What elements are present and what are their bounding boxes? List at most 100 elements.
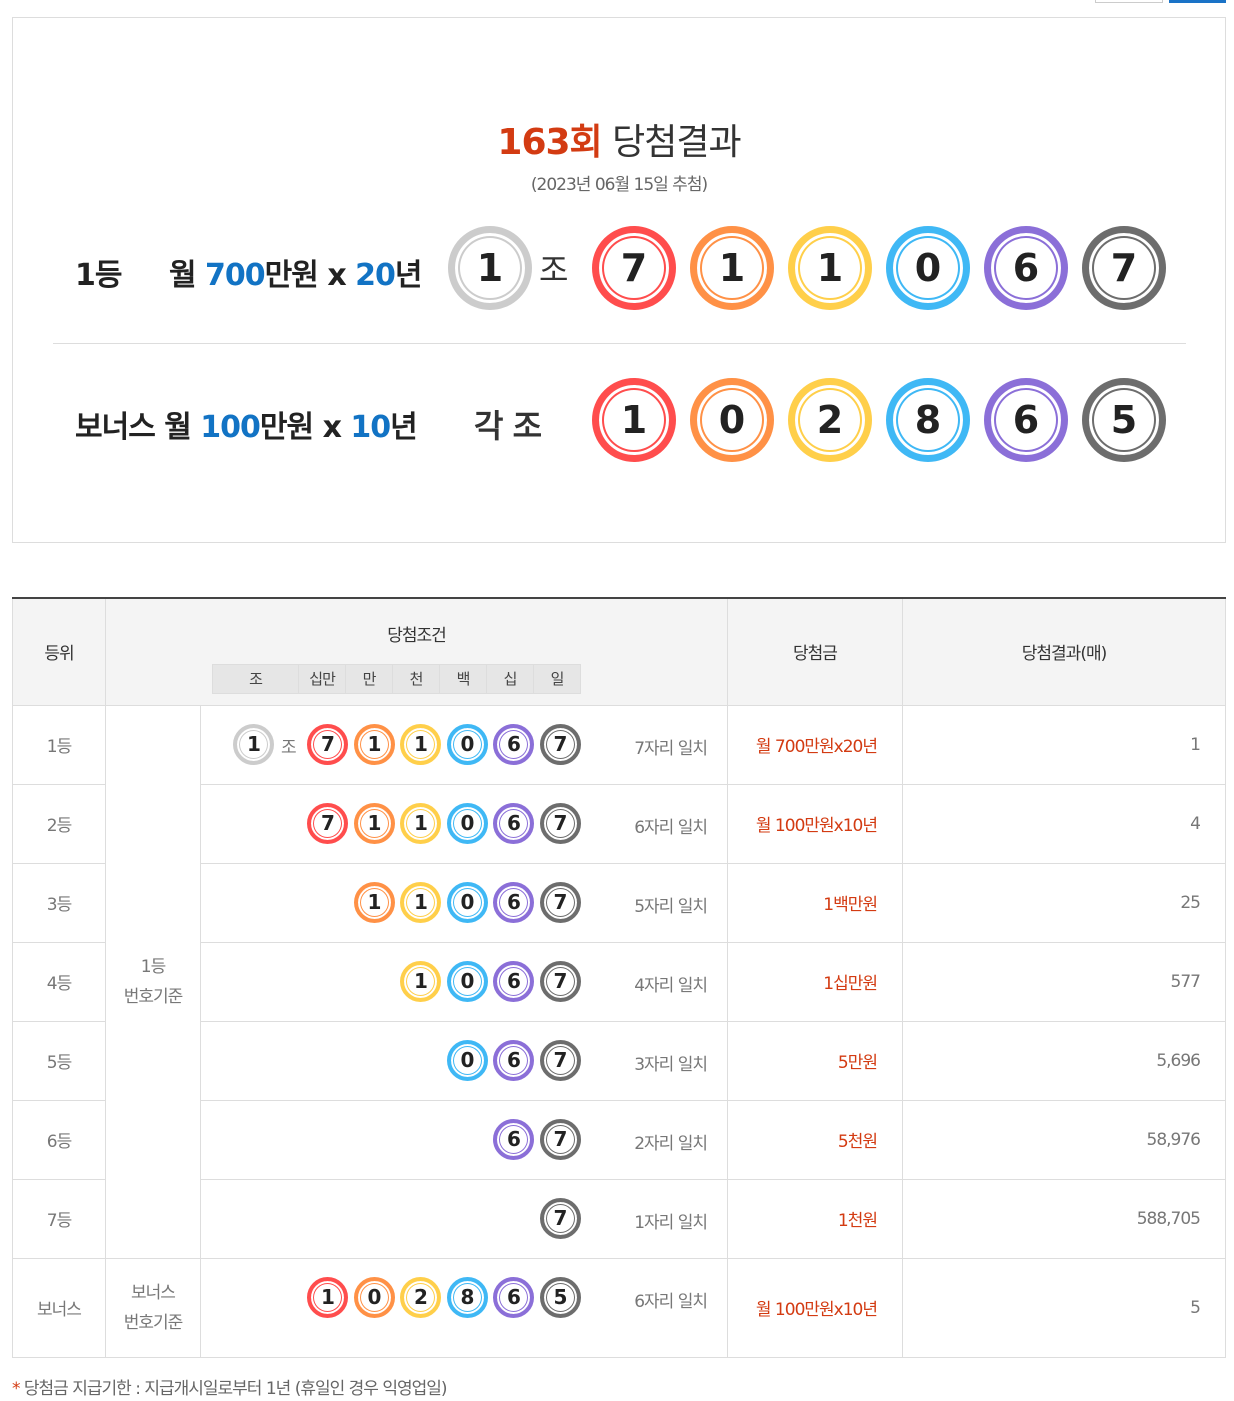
number-ball: 0 — [446, 881, 488, 923]
page-title: 163회 당첨결과 — [13, 113, 1225, 165]
top-button-primary[interactable] — [1169, 0, 1226, 3]
header-result: 당첨결과(매) — [902, 597, 1226, 706]
number-ball: 7 — [1082, 226, 1166, 310]
rank-cell: 4등 — [12, 941, 106, 1022]
number-ball: 7 — [307, 723, 348, 765]
number-ball: 6 — [493, 1276, 534, 1318]
condition-cell: 7 1 1 0 6 7 1 조 7자리 일치 — [200, 704, 728, 785]
count-cell: 577 — [902, 941, 1226, 1022]
count-cell: 588,705 — [902, 1178, 1226, 1259]
digit-units: 조 십만 만 천 백 십 일 — [212, 664, 581, 694]
divider — [53, 343, 1186, 344]
match-text: 7자리 일치 — [634, 738, 708, 759]
jo-label: 조 — [281, 737, 297, 758]
bonus-number-ball: 6 — [984, 378, 1068, 462]
count-cell: 1 — [902, 704, 1226, 785]
bonus-number-ball: 2 — [788, 378, 872, 462]
prize-cell: 월 100만원x10년 — [727, 783, 903, 864]
draw-date: (2023년 06월 15일 추첨) — [530, 175, 708, 195]
number-ball: 7 — [539, 1197, 581, 1239]
condition-cell: 6 7 2자리 일치 — [200, 1099, 728, 1180]
match-text: 2자리 일치 — [634, 1133, 708, 1154]
table-row: 1등 1등 번호기준 7 1 1 0 6 7 1 조 7자리 일치 월 700만원x20년 1 — [12, 704, 1226, 1259]
basis-text: 번호기준 — [123, 1312, 184, 1333]
unit-6: 일 — [533, 665, 580, 693]
footnote-mark: * — [12, 1379, 20, 1399]
number-ball: 6 — [493, 881, 534, 923]
rank-cell: 2등 — [12, 783, 106, 864]
condition-cell: 0 6 7 3자리 일치 — [200, 1020, 728, 1101]
number-ball: 1 — [353, 881, 395, 923]
number-ball: 7 — [592, 226, 676, 310]
result-summary: 163회 당첨결과 (2023년 06월 15일 추첨) 1등 월 700만원 … — [12, 17, 1226, 543]
count-cell: 5 — [902, 1257, 1226, 1358]
number-ball: 7 — [539, 881, 581, 923]
count-cell: 5,696 — [902, 1020, 1226, 1101]
number-ball: 7 — [539, 1118, 581, 1160]
number-ball: 6 — [493, 723, 534, 765]
rank-cell: 1등 — [12, 704, 106, 785]
unit-2: 만 — [345, 665, 392, 693]
number-ball: 7 — [539, 802, 581, 844]
number-ball: 7 — [539, 1039, 581, 1081]
number-ball: 2 — [400, 1276, 441, 1318]
count-cell: 4 — [902, 783, 1226, 864]
prize-cell: 월 700만원x20년 — [727, 704, 903, 785]
number-ball: 8 — [446, 1276, 488, 1318]
group-ball: 1 — [233, 723, 274, 765]
prize-amount: 700 — [205, 258, 266, 293]
number-ball: 1 — [400, 960, 441, 1002]
bonus-number-ball: 5 — [1082, 378, 1166, 462]
match-text: 6자리 일치 — [634, 817, 708, 838]
number-ball: 0 — [886, 226, 970, 310]
prize-cell: 1천원 — [727, 1178, 903, 1259]
basis-text: 1등 — [140, 956, 166, 977]
unit-1: 십만 — [298, 665, 345, 693]
condition-cell: 1 1 0 6 7 5자리 일치 — [200, 862, 728, 943]
bonus-number-ball: 0 — [690, 378, 774, 462]
count-cell: 25 — [902, 862, 1226, 943]
prize-cell: 5만원 — [727, 1020, 903, 1101]
count-cell: 58,976 — [902, 1099, 1226, 1180]
first-prize-label: 월 700만원 x 20년 — [169, 250, 422, 294]
header-rank: 등위 — [12, 597, 106, 706]
each-group-label: 각 조 — [474, 407, 542, 445]
prize-cell: 1십만원 — [727, 941, 903, 1022]
unit-5: 십 — [486, 665, 533, 693]
table-row: 6등 6 7 2자리 일치 5천원 58,976 — [12, 1099, 1226, 1180]
footnote-text: 당첨금 지급기한 : 지급개시일로부터 1년 (휴일인 경우 익영업일) — [19, 1379, 448, 1399]
match-text: 5자리 일치 — [634, 896, 708, 917]
match-text: 6자리 일치 — [634, 1291, 708, 1312]
number-ball: 0 — [446, 960, 488, 1002]
number-ball: 1 — [400, 802, 441, 844]
prize-amount: 100 — [200, 410, 261, 445]
condition-cell: 7 1 1 0 6 7 6자리 일치 — [200, 783, 728, 864]
number-ball: 1 — [400, 723, 441, 765]
prize-table: 등위 당첨조건 조 십만 만 천 백 십 일 당첨금 당첨결과(매) 1등 1등 번호기준 7 1 1… — [12, 597, 1226, 1358]
number-ball: 6 — [493, 960, 534, 1002]
number-ball: 0 — [446, 802, 488, 844]
prize-cell: 1백만원 — [727, 862, 903, 943]
rank-cell: 7등 — [12, 1178, 106, 1259]
title-text: 당첨결과 — [612, 122, 741, 163]
top-button-secondary[interactable] — [1095, 0, 1163, 3]
prize-unit: 만원 x — [264, 258, 356, 293]
prize-suffix: 년 — [390, 410, 418, 445]
number-ball: 6 — [493, 802, 534, 844]
number-ball: 0 — [446, 723, 488, 765]
prize-years: 20 — [355, 258, 396, 293]
jo-label: 조 — [539, 251, 569, 289]
prize-cell: 월 100만원x10년 — [727, 1257, 903, 1358]
prize-cell: 5천원 — [727, 1099, 903, 1180]
number-ball: 7 — [539, 723, 581, 765]
condition-cell: 1 0 6 7 4자리 일치 — [200, 941, 728, 1022]
unit-3: 천 — [392, 665, 439, 693]
prize-prefix: 월 — [169, 258, 206, 293]
rank-cell: 5등 — [12, 1020, 106, 1101]
prize-years: 10 — [350, 410, 391, 445]
unit-4: 백 — [439, 665, 486, 693]
first-rank-label: 1등 — [75, 258, 122, 293]
header-prize: 당첨금 — [727, 597, 903, 706]
header-condition: 당첨조건 조 십만 만 천 백 십 일 — [105, 597, 728, 706]
number-ball: 0 — [353, 1276, 395, 1318]
